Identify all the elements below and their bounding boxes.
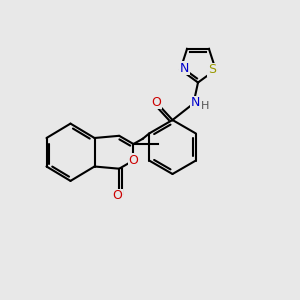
Text: H: H bbox=[200, 101, 209, 111]
Text: N: N bbox=[180, 61, 190, 75]
Text: N: N bbox=[190, 96, 200, 110]
Text: O: O bbox=[113, 189, 123, 202]
Text: O: O bbox=[128, 154, 138, 167]
Text: O: O bbox=[151, 95, 161, 109]
Text: S: S bbox=[208, 63, 216, 76]
